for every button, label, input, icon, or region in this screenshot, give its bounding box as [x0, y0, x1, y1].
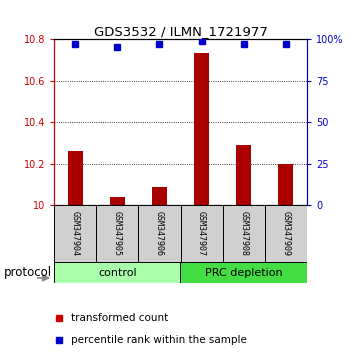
Bar	[236, 145, 251, 205]
Bar	[180, 205, 223, 262]
Text: GSM347907: GSM347907	[197, 211, 206, 256]
Bar	[68, 151, 83, 205]
Text: control: control	[98, 268, 136, 278]
Text: GSM347909: GSM347909	[281, 211, 290, 256]
Text: GSM347906: GSM347906	[155, 211, 164, 256]
Bar	[96, 205, 138, 262]
Title: GDS3532 / ILMN_1721977: GDS3532 / ILMN_1721977	[93, 25, 268, 38]
Bar	[110, 197, 125, 205]
Text: GSM347904: GSM347904	[71, 211, 80, 256]
Bar	[138, 205, 180, 262]
Bar	[152, 187, 167, 205]
Text: GSM347908: GSM347908	[239, 211, 248, 256]
Bar	[54, 262, 180, 283]
Bar	[54, 205, 96, 262]
Bar	[265, 205, 307, 262]
Bar	[194, 53, 209, 205]
Text: GSM347905: GSM347905	[113, 211, 122, 256]
Text: percentile rank within the sample: percentile rank within the sample	[71, 335, 247, 345]
Bar	[223, 205, 265, 262]
Text: transformed count: transformed count	[71, 313, 168, 323]
Text: protocol: protocol	[4, 266, 52, 279]
Bar	[180, 262, 307, 283]
Text: PRC depletion: PRC depletion	[205, 268, 283, 278]
Bar	[278, 164, 293, 205]
